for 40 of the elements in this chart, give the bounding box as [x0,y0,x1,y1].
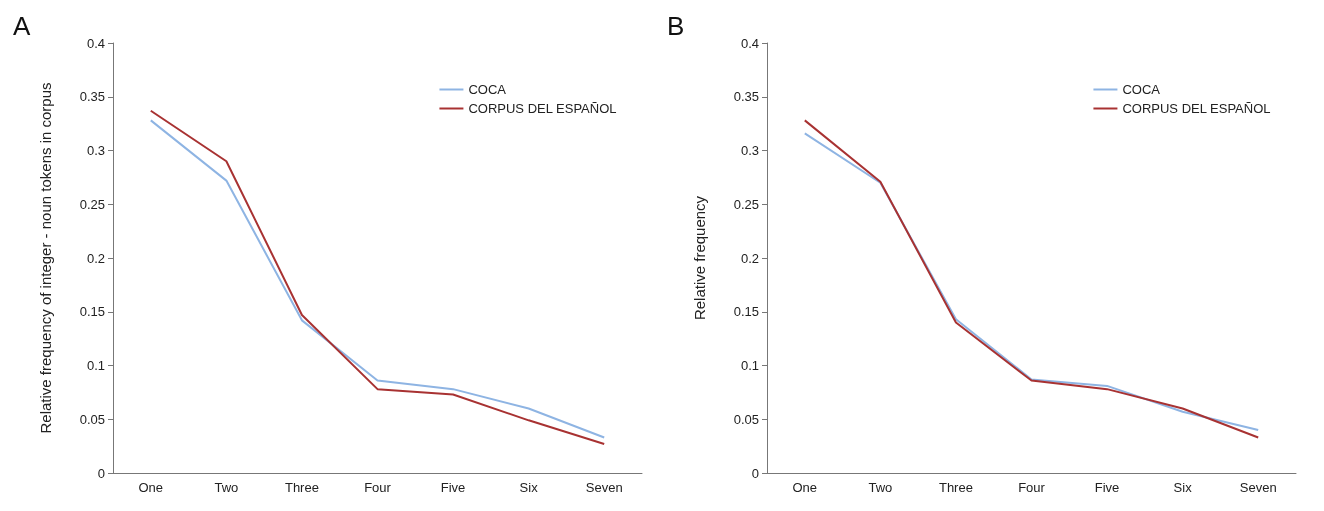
y-tick-label: 0.2 [740,250,759,266]
y-tick-label: 0.15 [79,304,105,320]
y-tick-label: 0 [751,465,759,481]
y-tick-label: 0.2 [86,250,105,266]
chart-title: B [667,11,685,41]
y-tick-label: 0.4 [740,35,759,51]
x-tick-label: Three [938,480,973,495]
x-tick-label: Five [440,480,466,495]
y-tick-label: 0.05 [733,411,759,427]
y-tick-label: 0.3 [740,143,759,158]
x-tick-label: Five [1094,480,1120,495]
y-axis-title: Relative frequency of integer - noun tokens in corpus [37,82,54,434]
legend-label: COCA [1122,82,1161,97]
x-tick-label: Six [519,480,539,495]
y-tick-label: 0.4 [86,35,105,51]
y-tick-label: 0.35 [79,89,105,105]
y-tick-label: 0.1 [86,358,105,373]
x-tick-label: Four [364,480,392,495]
y-tick-label: 0.1 [740,358,759,373]
x-tick-label: Three [284,480,319,495]
legend-label: CORPUS DEL ESPAÑOL [468,101,617,116]
y-tick-label: 0 [97,465,105,481]
x-tick-label: Two [214,480,239,495]
y-tick-label: 0.05 [79,411,105,427]
y-axis-title: Relative frequency [691,195,708,321]
chart-title: A [13,11,31,41]
y-tick-label: 0.25 [79,196,105,212]
x-tick-label: Two [868,480,893,495]
y-tick-label: 0.15 [733,304,759,320]
x-tick-label: Six [1173,480,1193,495]
x-tick-label: One [138,480,164,495]
x-tick-label: One [792,480,818,495]
y-tick-label: 0.25 [733,196,759,212]
x-tick-label: Seven [585,480,623,495]
x-tick-label: Seven [1239,480,1277,495]
legend-label: CORPUS DEL ESPAÑOL [1122,101,1271,116]
legend-label: COCA [468,82,507,97]
y-tick-label: 0.3 [86,143,105,158]
y-tick-label: 0.35 [733,89,759,105]
x-tick-label: Four [1018,480,1046,495]
